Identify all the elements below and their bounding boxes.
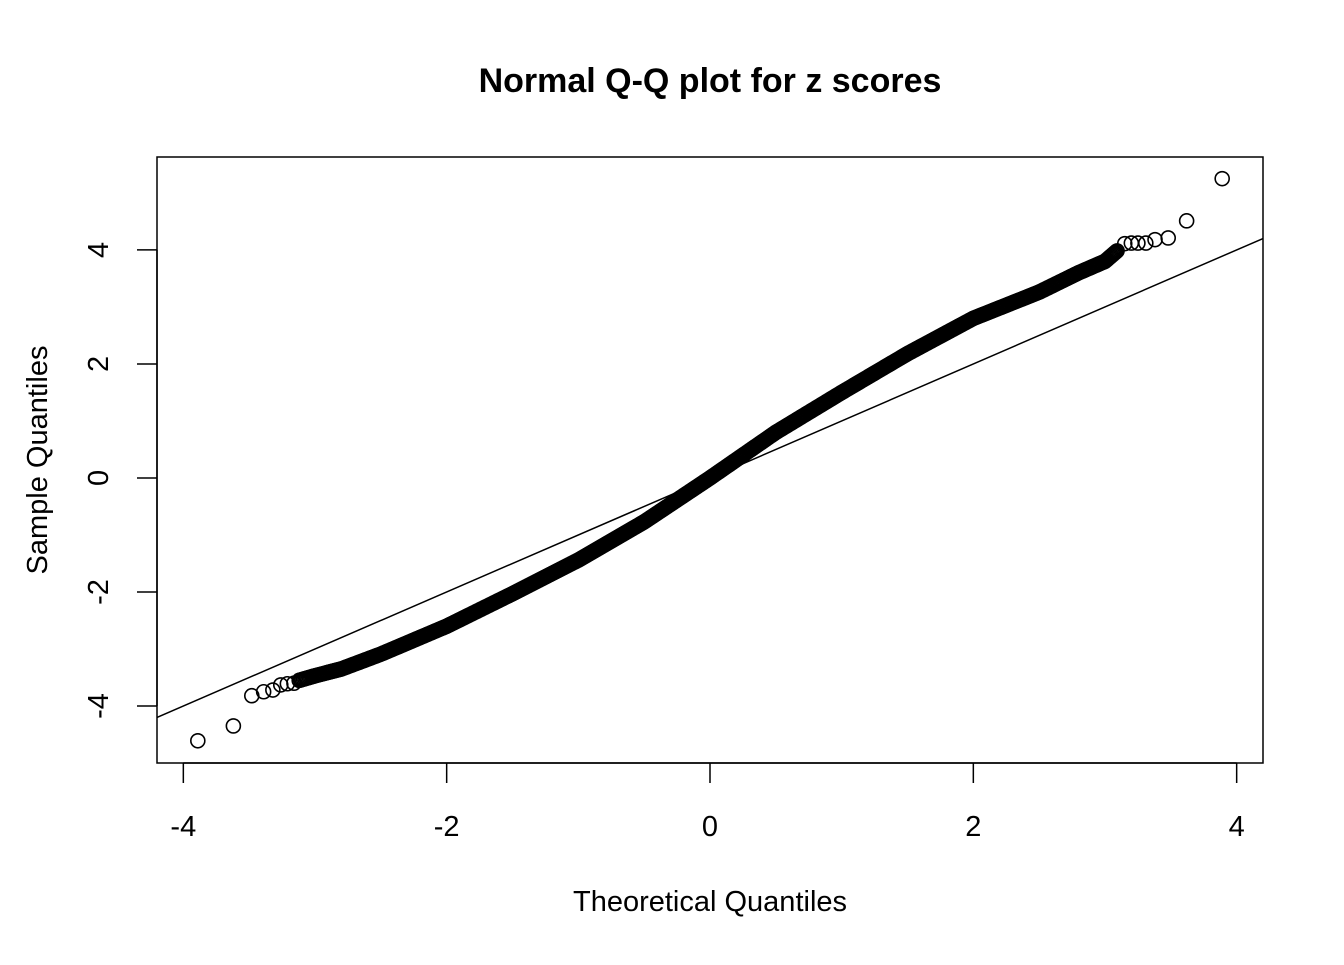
data-point [1105, 245, 1122, 262]
data-point [1178, 213, 1195, 229]
y-tick-label: -4 [83, 693, 115, 719]
data-point [1160, 230, 1176, 246]
x-tick-label: 2 [965, 811, 981, 843]
y-tick-label: 0 [83, 470, 115, 486]
data-point [286, 675, 302, 691]
chart-title: Normal Q-Q plot for z scores [479, 62, 942, 100]
data-point [1138, 235, 1154, 251]
data-point [1130, 235, 1146, 251]
data-point [1104, 246, 1121, 263]
data-point [255, 683, 272, 700]
data-point [1103, 247, 1120, 264]
y-tick-label: 2 [83, 356, 115, 372]
y-axis: -4 -2 0 2 4 [83, 242, 158, 719]
data-point [1214, 170, 1230, 187]
x-axis: -4 -2 0 2 4 [170, 762, 1245, 843]
x-tick-label: -2 [434, 811, 460, 843]
data-point [1107, 244, 1123, 261]
data-points [190, 170, 1230, 749]
x-axis-label: Theoretical Quantiles [573, 886, 847, 918]
data-point [190, 732, 206, 749]
data-point [265, 682, 281, 698]
x-tick-label: 4 [1229, 811, 1245, 843]
y-tick-label: -2 [83, 579, 115, 605]
x-tick-label: 0 [702, 811, 718, 843]
data-point [225, 718, 242, 734]
x-tick-label: -4 [170, 811, 196, 843]
data-point [279, 675, 296, 692]
data-point [1108, 244, 1124, 260]
y-axis-label: Sample Quantiles [22, 346, 54, 575]
data-point [1147, 231, 1163, 248]
y-tick-label: 4 [83, 242, 115, 258]
data-point [1116, 235, 1133, 252]
